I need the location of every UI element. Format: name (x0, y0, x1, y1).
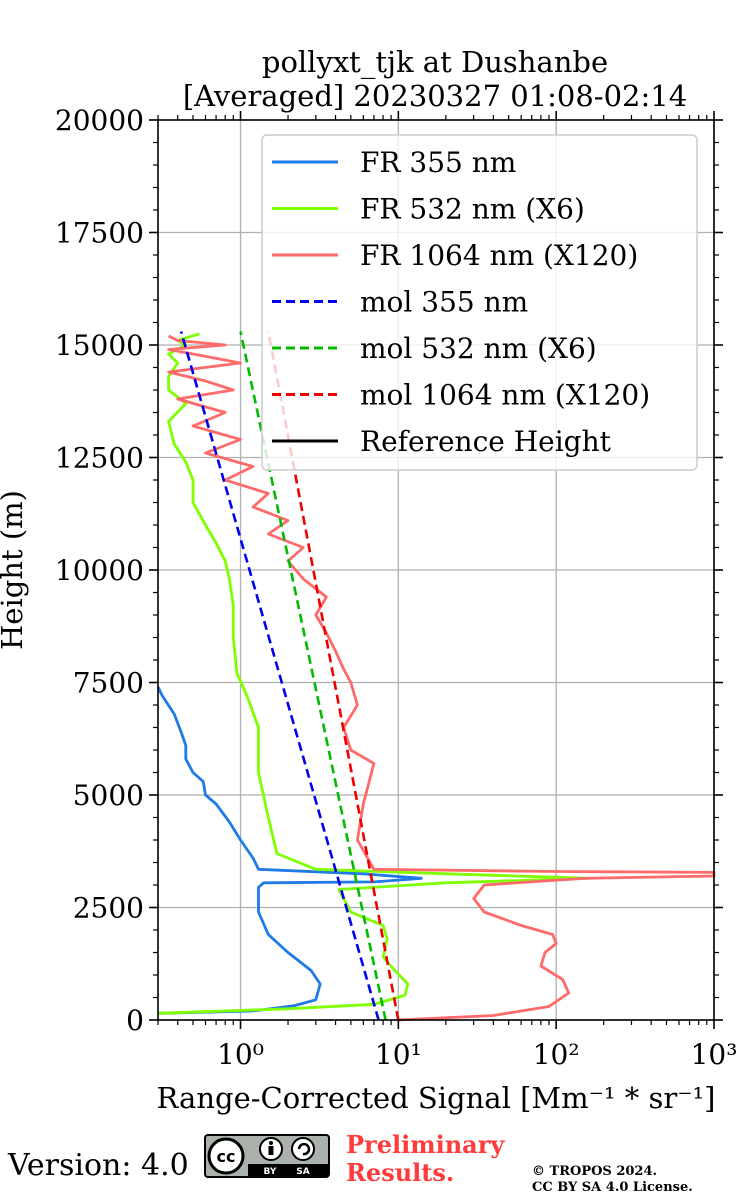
x-tick-label-3: 10³ (691, 1038, 738, 1071)
cc-mark-text: cc (217, 1147, 236, 1166)
cc-license-badge[interactable]: cc BY SA (204, 1134, 330, 1178)
x-tick-label-1: 10¹ (375, 1038, 422, 1071)
by-icon-body (268, 1146, 274, 1155)
y-tick-label-5: 12500 (55, 442, 144, 475)
version-label: Version: 4.0 (8, 1148, 189, 1183)
legend-label-3: mol 355 nm (360, 286, 528, 319)
cc-sa-text: SA (296, 1167, 309, 1177)
legend-label-5: mol 1064 nm (X120) (360, 379, 650, 412)
sa-icon (291, 1137, 315, 1161)
sa-icon-arrow (297, 1142, 311, 1156)
y-tick-label-7: 17500 (55, 217, 144, 250)
preliminary-line-2: Results. (346, 1158, 455, 1187)
y-tick-label-3: 7500 (73, 667, 144, 700)
legend: FR 355 nm FR 532 nm (X6) FR 1064 nm (X120)… (261, 134, 698, 471)
y-tick-label-4: 10000 (55, 554, 144, 587)
copyright-note: © TROPOS 2024. CC BY SA 4.0 License. (532, 1164, 693, 1196)
y-tick-label-1: 2500 (73, 892, 144, 925)
axis-ticks: 0 2500 5000 7500 10000 12500 15000 17500 20000 10… (55, 104, 738, 1071)
copyright-line-2: CC BY SA 4.0 License. (532, 1180, 693, 1195)
y-axis-label: Height (m) (0, 490, 29, 650)
cc-icon (207, 1137, 245, 1175)
cc-by-text: BY (264, 1167, 277, 1177)
by-icon-head (269, 1141, 273, 1145)
chart-title: pollyxt_tjk at Dushanbe (262, 45, 608, 80)
series-line-0 (156, 686, 423, 1015)
legend-box (261, 134, 698, 471)
y-tick-label-0: 0 (126, 1004, 144, 1037)
y-tick-label-2: 5000 (73, 779, 144, 812)
chart-subtitle: [Averaged] 20230327 01:08-02:14 (183, 79, 687, 113)
legend-label-1: FR 532 nm (X6) (360, 193, 585, 226)
series-line-2 (167, 334, 716, 1022)
y-tick-label-8: 20000 (55, 104, 144, 137)
preliminary-results-note: Preliminary Results. (346, 1131, 504, 1187)
chart-titles: pollyxt_tjk at Dushanbe [Averaged] 20230… (183, 45, 687, 113)
x-axis-label: Range-Corrected Signal [Mm⁻¹ * sr⁻¹] (157, 1081, 716, 1115)
y-tick-label-6: 15000 (55, 329, 144, 362)
legend-label-2: FR 1064 nm (X120) (360, 239, 638, 272)
x-tick-label-2: 10² (533, 1038, 580, 1071)
legend-label-6: Reference Height (360, 425, 612, 458)
data-series (156, 331, 716, 1022)
series-line-5 (267, 331, 400, 1021)
series-line-4 (239, 331, 387, 1021)
x-tick-label-0: 10⁰ (217, 1038, 264, 1071)
legend-label-0: FR 355 nm (360, 146, 516, 179)
series-line-3 (179, 331, 380, 1021)
legend-label-4: mol 532 nm (X6) (360, 332, 597, 365)
copyright-line-1: © TROPOS 2024. (532, 1164, 658, 1179)
preliminary-line-1: Preliminary (346, 1130, 505, 1159)
